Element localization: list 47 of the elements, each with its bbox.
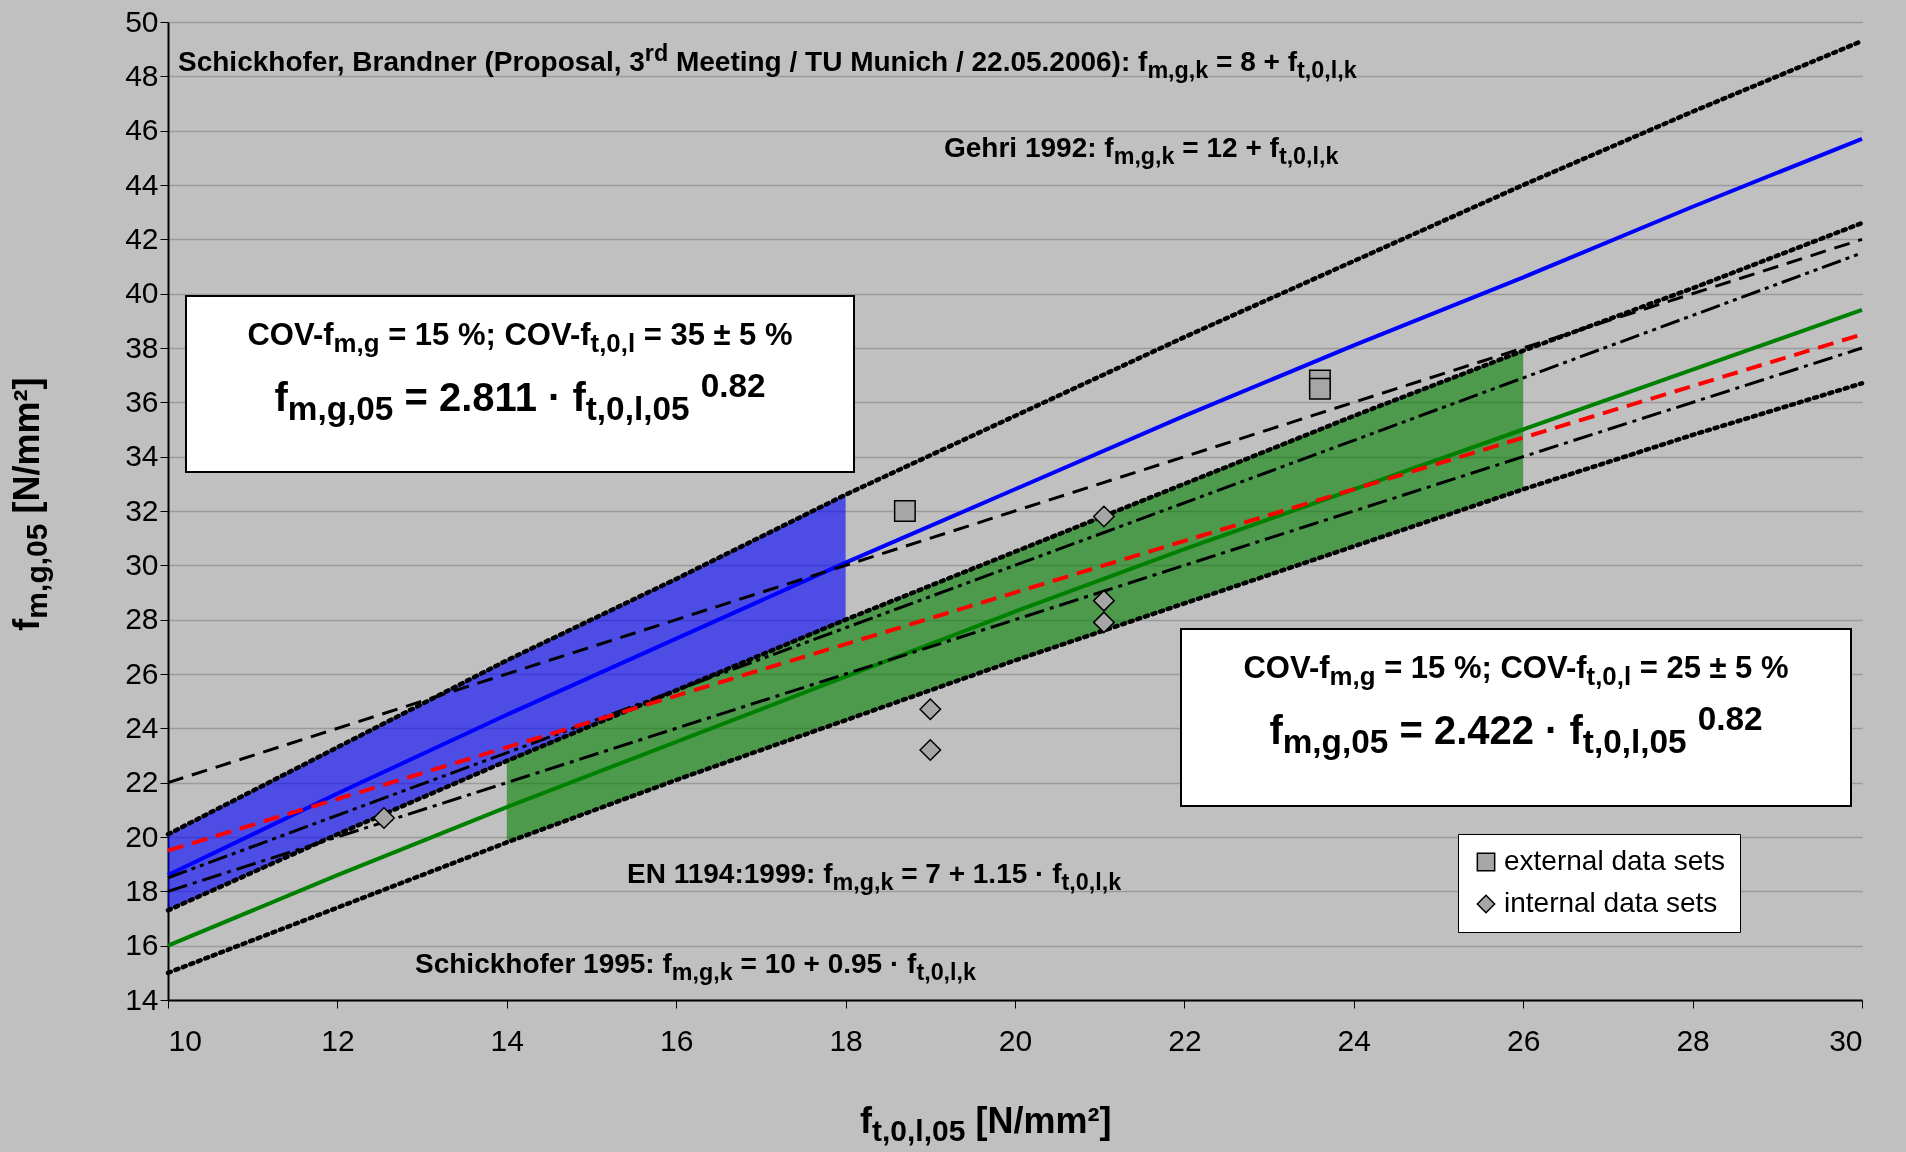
annotation: Gehri 1992: f$_{m,g,k}$ = 12 + f$_{t,0,l,k}$ (944, 132, 1339, 170)
x-axis-title: f$_{t,0,l,05}$ [N/mm²] (860, 1100, 1112, 1149)
y-tick-label: 30 (125, 547, 159, 581)
y-tick-label: 38 (125, 330, 159, 364)
x-tick-label: 30 (1829, 1023, 1863, 1057)
point (919, 698, 942, 721)
y-tick-label: 16 (125, 928, 159, 962)
legend-label: external data sets (1504, 845, 1726, 876)
point (893, 500, 916, 522)
annotation: COV-f$_{m,g}$ = 15 %; COV-f$_{t,0,l}$ = 25 ± 5 % (1242, 650, 1790, 692)
y-tick-label: 20 (125, 819, 159, 853)
y-tick-label: 14 (125, 982, 159, 1016)
x-tick-label: 10 (168, 1023, 202, 1057)
x-tick-label: 16 (660, 1023, 694, 1057)
annotation: EN 1194:1999: f$_{m,g,k}$ = 7 + 1.15 · f$_{t,0,l,k}$ (627, 858, 1122, 896)
x-tick-label: 26 (1507, 1023, 1541, 1057)
x-tick-label: 18 (829, 1023, 863, 1057)
y-tick-label: 24 (125, 710, 159, 744)
y-tick-label: 22 (125, 765, 159, 799)
annotation: COV-f$_{m,g}$ = 15 %; COV-f$_{t,0,l}$ = 35 ± 5 % (246, 317, 794, 359)
x-tick-label: 20 (998, 1023, 1033, 1057)
y-tick-label: 28 (125, 602, 159, 636)
y-tick-label: 48 (125, 58, 159, 92)
point (1092, 589, 1115, 612)
x-tick-label: 14 (490, 1023, 524, 1057)
point (1308, 377, 1331, 400)
y-tick-label: 32 (125, 493, 159, 527)
x-tick-label: 12 (321, 1023, 355, 1057)
y-tick-label: 36 (125, 384, 159, 418)
annotation: Schickhofer 1995: f$_{m,g,k}$ = 10 + 0.95 · f$_{t,0,l,k}$ (415, 948, 977, 986)
y-tick-label: 44 (125, 167, 159, 201)
y-tick-label: 50 (125, 4, 159, 38)
point (919, 739, 942, 762)
y-tick-label: 46 (125, 113, 159, 147)
y-tick-label: 40 (125, 276, 159, 310)
annotation: Schickhofer, Brandner (Proposal, 3$^{rd}$ Meeting / TU Munich / 22.05.2006): f$_{m,g,k}$ = 8 + f$_{t,0,l,k}$ (178, 40, 1357, 84)
legend-label: internal data sets (1504, 887, 1718, 918)
point (372, 806, 395, 829)
y-tick-label: 26 (125, 656, 159, 690)
y-tick-label: 18 (125, 873, 159, 907)
x-tick-label: 28 (1676, 1023, 1710, 1057)
point (1092, 611, 1115, 634)
x-tick-label: 24 (1337, 1023, 1371, 1057)
y-tick-label: 34 (125, 439, 159, 473)
point (1092, 505, 1115, 528)
x-tick-label: 22 (1168, 1023, 1202, 1057)
y-tick-label: 42 (125, 221, 159, 255)
